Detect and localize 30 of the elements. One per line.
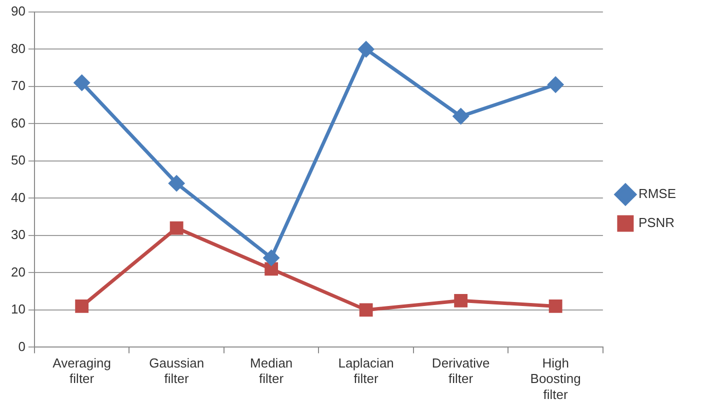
point	[454, 294, 468, 308]
point	[75, 300, 89, 313]
point	[548, 76, 564, 92]
point	[170, 221, 184, 235]
legend-label: RMSE	[638, 186, 676, 202]
y-tick-label: 20	[10, 264, 26, 280]
x-tick-label: Gaussian filter	[149, 356, 204, 386]
point	[168, 176, 184, 192]
point	[358, 41, 374, 57]
x-tick-label: Derivative filter	[432, 356, 490, 386]
x-tick-label: Laplacian filter	[338, 356, 394, 386]
point	[74, 75, 90, 91]
y-tick-label: 50	[10, 152, 26, 168]
y-tick-label: 70	[10, 78, 26, 94]
x-tick-label: Median filter	[250, 356, 293, 386]
y-tick-label: 90	[10, 4, 26, 19]
x-tick-label: High Boosting filter	[530, 356, 581, 402]
legend-label: PSNR	[638, 215, 675, 230]
y-tick-label: 0	[18, 338, 26, 354]
y-tick-label: 60	[10, 115, 26, 130]
point	[359, 303, 373, 317]
point	[548, 300, 562, 313]
point	[453, 108, 469, 124]
y-tick-label: 10	[10, 302, 26, 317]
point	[264, 262, 278, 276]
y-tick-label: 30	[10, 227, 26, 242]
point	[264, 250, 280, 266]
x-tick-label: Averaging filter	[52, 356, 111, 386]
y-tick-label: 80	[10, 40, 26, 56]
y-tick-label: 40	[10, 190, 26, 205]
